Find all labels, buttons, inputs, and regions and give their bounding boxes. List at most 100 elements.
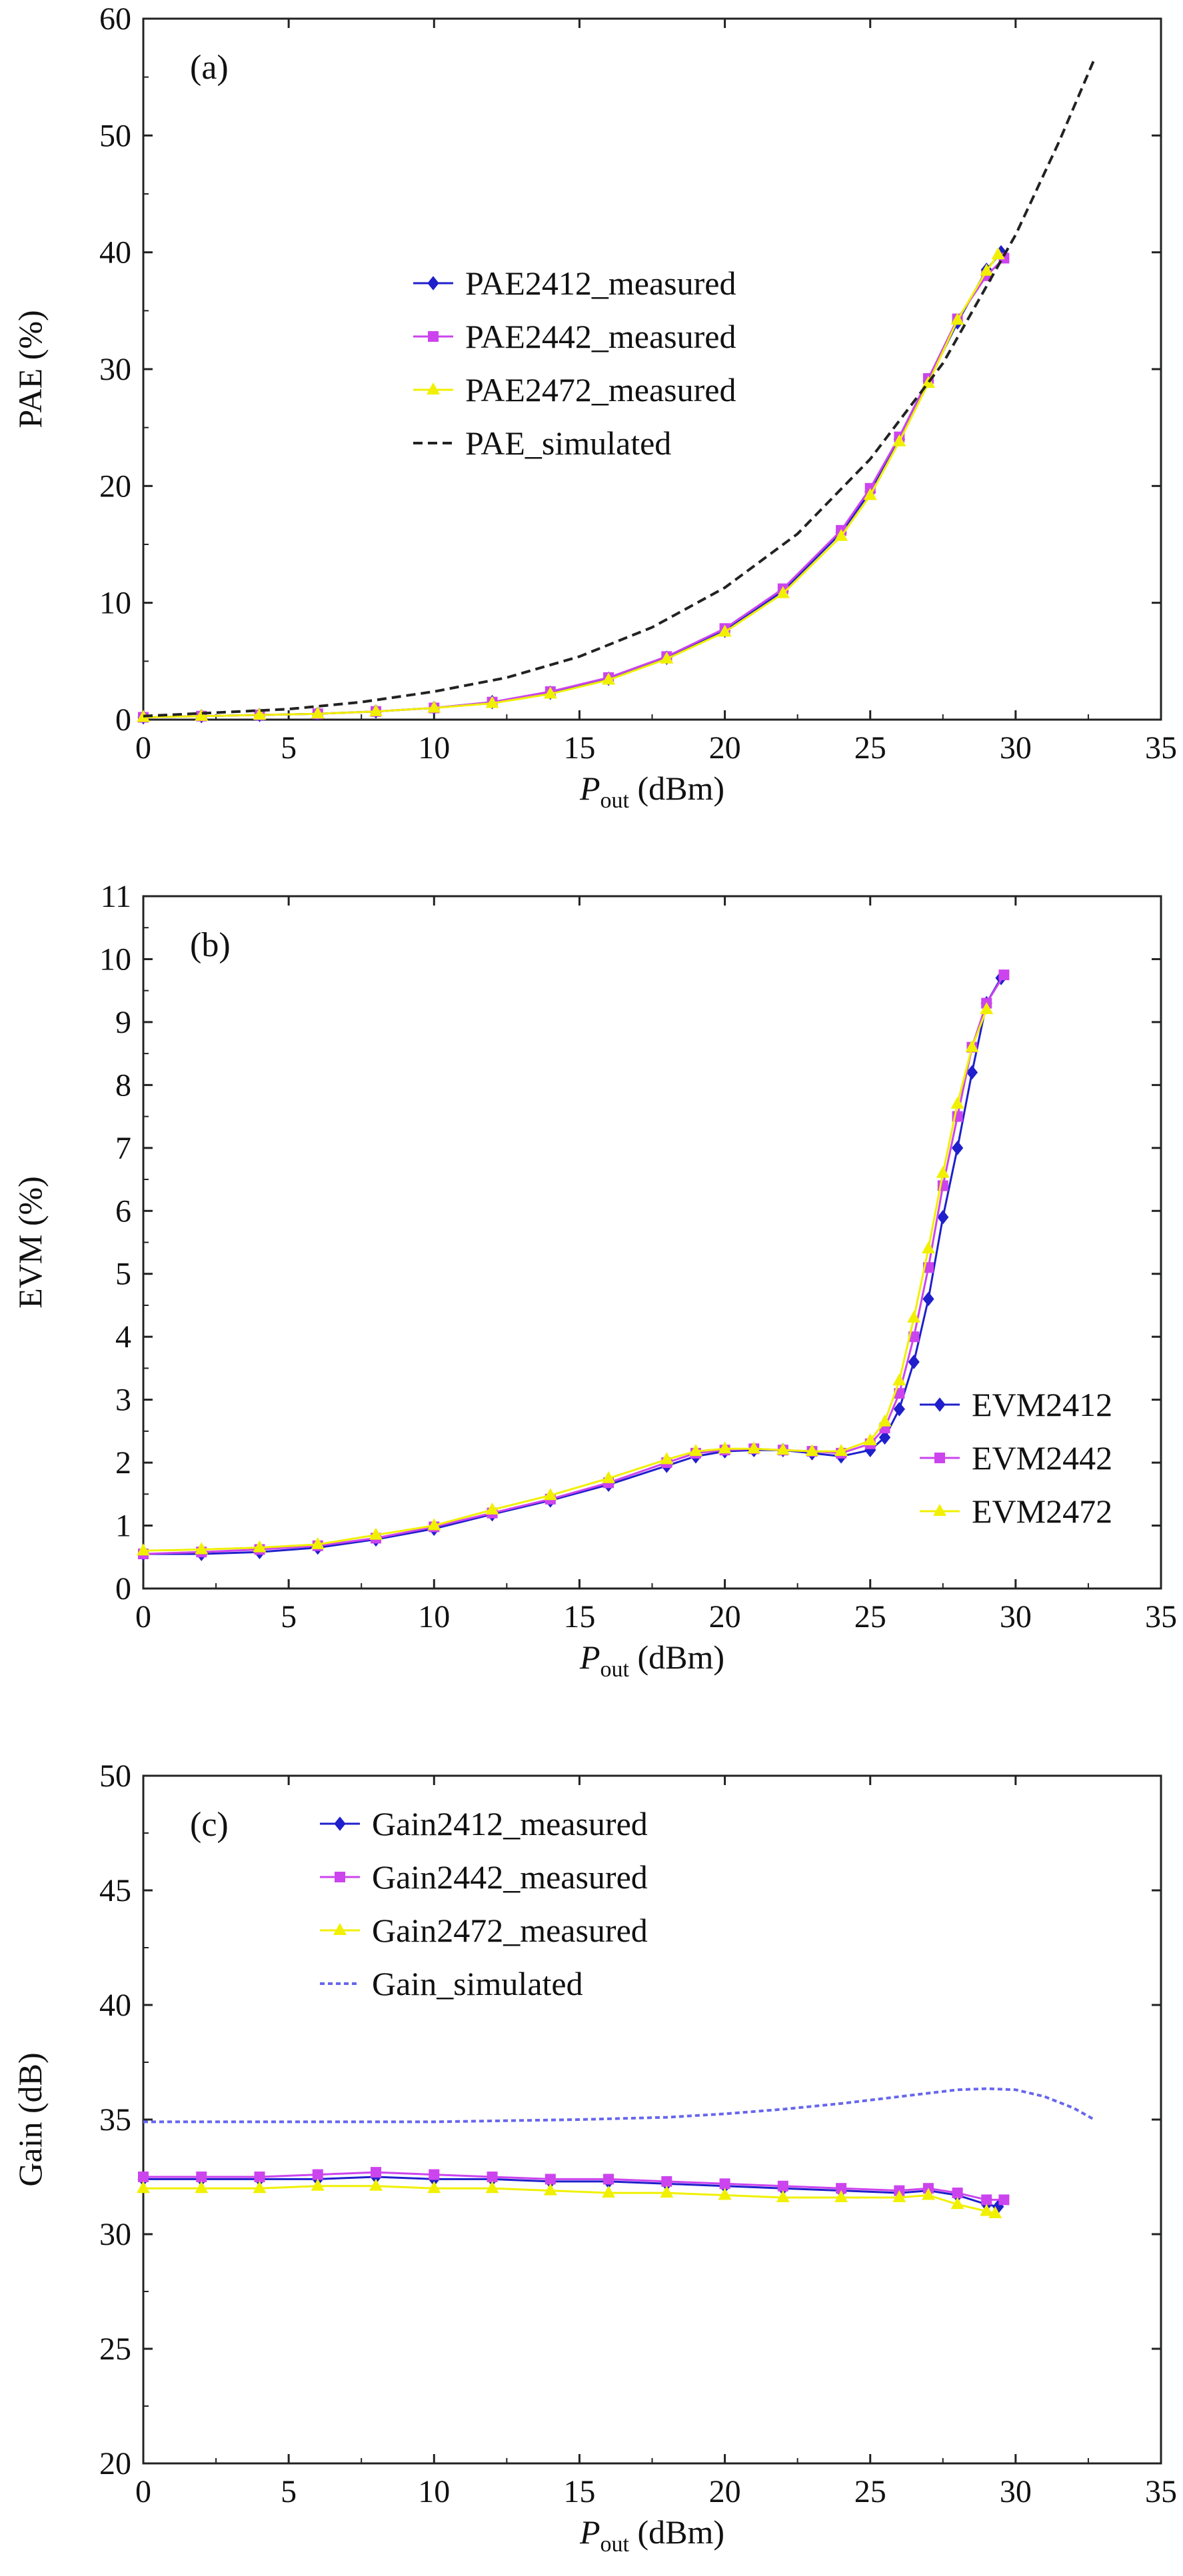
- x-tick-label-a: 10: [418, 730, 450, 766]
- y-tick-label-c: 25: [99, 2331, 131, 2367]
- series-line-b: [143, 974, 1005, 1555]
- data-point-b: [195, 1542, 209, 1555]
- data-point-b: [921, 1241, 935, 1253]
- series-b-EVM2472: [137, 1002, 994, 1556]
- legend-marker-b: [934, 1453, 945, 1463]
- y-axis-label-a: PAE (%): [11, 310, 49, 428]
- data-point-a: [543, 686, 557, 699]
- data-point-a: [195, 708, 209, 721]
- panel-b: 0 5 10 15 20 25 30 35 0 1 2 3 4 5 6 7 8 9 10 11 Pout (dBm) EV…: [11, 879, 1177, 1682]
- y-axis-label-c: Gain (dB): [11, 2052, 49, 2186]
- legend-marker-b: [934, 1397, 946, 1412]
- y-tick-label-a: 20: [99, 468, 131, 504]
- x-tick-label-a: 20: [709, 730, 741, 766]
- data-point-b: [688, 1444, 702, 1457]
- x-tick-label-c: 35: [1145, 2474, 1177, 2509]
- data-point-b: [965, 1039, 979, 1052]
- data-point-a: [427, 700, 441, 713]
- y-tick-label-c: 30: [99, 2217, 131, 2252]
- data-point-a: [950, 313, 964, 325]
- series-line-b: [143, 977, 1002, 1555]
- data-point-c: [487, 2172, 498, 2182]
- series-line-c: [143, 2171, 1004, 2201]
- data-point-c: [834, 2190, 848, 2202]
- y-tick-label-b: 10: [99, 942, 131, 977]
- data-point-c: [921, 2188, 935, 2200]
- data-point-c: [777, 2180, 788, 2192]
- data-point-a: [980, 263, 994, 276]
- x-tick-label-b: 15: [563, 1599, 595, 1634]
- x-tick-label-c: 30: [1000, 2474, 1032, 2509]
- data-point-c: [195, 2181, 209, 2194]
- data-point-c: [988, 2206, 1002, 2219]
- y-tick-label-b: 4: [115, 1319, 131, 1355]
- data-point-a: [602, 672, 616, 685]
- data-point-b: [936, 1165, 950, 1178]
- legend-marker-c: [333, 1923, 347, 1935]
- legend-marker-c: [334, 1816, 346, 1831]
- data-point-b: [427, 1518, 441, 1531]
- plot-frame-c: [142, 1774, 1162, 2465]
- x-tick-label-c: 15: [563, 2474, 595, 2509]
- x-tick-label-a: 25: [854, 730, 886, 766]
- y-tick-label-a: 10: [99, 586, 131, 621]
- data-point-c: [138, 2172, 149, 2182]
- data-point-b: [908, 1331, 920, 1343]
- data-point-b: [892, 1373, 906, 1386]
- x-tick-label-c: 0: [135, 2474, 151, 2509]
- data-point-b: [998, 969, 1010, 981]
- legend-c: Gain2412_measured Gain2442_measured Gain24…: [320, 1805, 648, 2002]
- data-point-c: [718, 2188, 732, 2200]
- x-axis-label-c: Pout (dBm): [579, 2513, 724, 2557]
- panel-c: 0 5 10 15 20 25 30 35 20 25 30 35 40 45 50 Pout (dBm) Ga…: [11, 1758, 1177, 2557]
- panel-label-c: (c): [190, 1806, 229, 1844]
- data-point-c: [254, 2172, 265, 2182]
- data-point-b: [718, 1441, 732, 1454]
- series-line-b: [143, 1009, 988, 1552]
- data-point-c: [312, 2169, 323, 2180]
- data-point-c: [836, 2183, 847, 2194]
- data-point-b: [253, 1540, 267, 1553]
- data-point-c: [543, 2183, 557, 2196]
- data-point-b: [908, 1355, 920, 1369]
- legend-marker-a: [427, 276, 439, 291]
- data-point-b: [966, 1065, 978, 1080]
- legend-marker-a: [427, 382, 440, 394]
- data-point-b: [834, 1444, 848, 1457]
- x-tick-label-c: 10: [418, 2474, 450, 2509]
- data-point-b: [907, 1310, 921, 1323]
- x-tick-label-a: 0: [135, 730, 151, 766]
- data-point-c: [311, 2178, 325, 2191]
- data-point-c: [545, 2174, 556, 2185]
- series-line-c: [143, 2087, 1095, 2124]
- x-tick-label-c: 25: [854, 2474, 886, 2509]
- data-point-b: [950, 1096, 964, 1109]
- data-point-b: [543, 1488, 557, 1501]
- y-tick-label-a: 40: [99, 235, 131, 271]
- series-a-PAE2472_measured: [137, 247, 1005, 722]
- data-point-a: [921, 376, 935, 388]
- data-point-b: [951, 1141, 964, 1155]
- y-tick-label-a: 50: [99, 118, 131, 153]
- legend-marker-c: [335, 1872, 345, 1882]
- data-point-a: [718, 624, 732, 637]
- data-point-b: [137, 1543, 150, 1556]
- data-point-a: [991, 247, 1005, 260]
- data-point-b: [980, 1002, 994, 1015]
- series-b-EVM2442: [138, 969, 1010, 1560]
- y-tick-label-c: 40: [99, 1988, 131, 2023]
- data-point-b: [369, 1527, 383, 1540]
- series-c-Gain2442_measured: [138, 2167, 1010, 2206]
- x-tick-label-a: 15: [563, 730, 595, 766]
- data-point-c: [952, 2188, 963, 2199]
- y-axis-label-b: EVM (%): [11, 1176, 49, 1309]
- data-point-a: [485, 696, 499, 708]
- data-point-b: [660, 1452, 674, 1465]
- y-tick-label-b: 9: [115, 1005, 131, 1040]
- y-tick-label-c: 20: [99, 2446, 131, 2481]
- series-b-EVM2412: [137, 970, 1007, 1561]
- data-point-b: [805, 1444, 819, 1457]
- y-tick-label-b: 5: [115, 1257, 131, 1292]
- x-tick-label-c: 20: [709, 2474, 741, 2509]
